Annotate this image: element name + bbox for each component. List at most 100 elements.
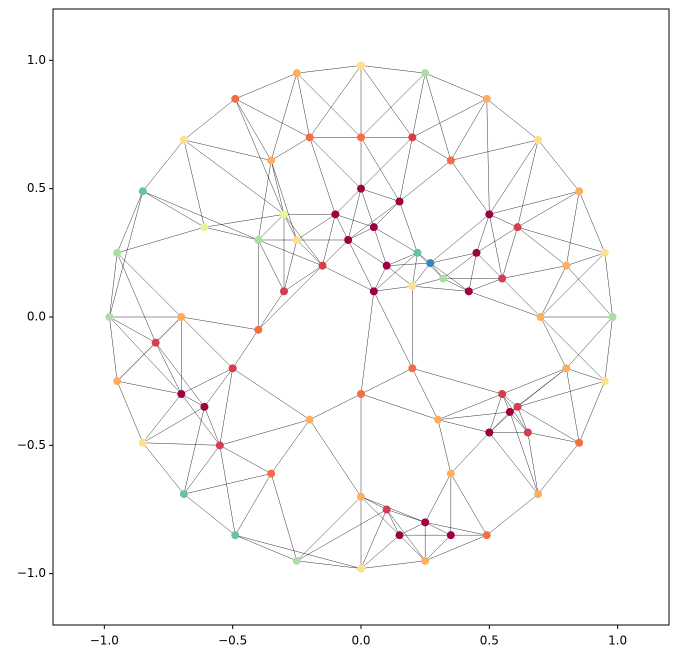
x-tick-label: 1.0 [608, 634, 627, 648]
point [357, 564, 365, 573]
mesh-edge [219, 445, 236, 536]
mesh-edge [360, 188, 375, 228]
mesh-edge [476, 226, 518, 254]
mesh-edge [181, 393, 220, 446]
mesh-edge [296, 560, 362, 569]
mesh-edge [412, 137, 451, 161]
point [434, 415, 442, 424]
mesh-edge [412, 73, 426, 138]
point [254, 236, 263, 244]
points [105, 61, 617, 573]
mesh-edge [117, 252, 182, 318]
mesh-edge [183, 493, 236, 536]
mesh-edge [566, 368, 605, 382]
point [357, 184, 365, 193]
mesh-edge [412, 368, 503, 395]
point [267, 469, 276, 478]
point [357, 390, 365, 398]
mesh-edge [348, 201, 400, 241]
mesh-edge [258, 265, 323, 330]
mesh-edge [219, 368, 233, 446]
y-tick-label: 0.5 [27, 181, 46, 195]
point [344, 236, 353, 244]
mesh-edge [270, 73, 298, 161]
mesh-edge [296, 214, 336, 241]
mesh-edge [540, 316, 567, 369]
mesh-edge [360, 535, 400, 569]
mesh-edge [360, 137, 413, 189]
mesh-edge [399, 522, 426, 536]
mesh-edge [360, 560, 426, 569]
mesh-edge [412, 368, 439, 420]
mesh-edge [386, 265, 413, 287]
mesh-edge [232, 368, 310, 420]
point [534, 135, 543, 144]
point [113, 377, 122, 386]
mesh-edge [183, 445, 220, 495]
mesh-edge [183, 473, 272, 495]
point [369, 287, 378, 296]
mesh-edge [486, 98, 539, 141]
mesh-edge [540, 252, 605, 318]
point [357, 61, 365, 70]
point [369, 223, 378, 232]
mesh-edge [270, 473, 298, 561]
mesh-edge [235, 534, 362, 569]
point [113, 248, 122, 257]
mesh-edge [566, 252, 605, 266]
mesh-edge [604, 252, 613, 318]
mesh-edge [258, 239, 323, 266]
mesh-edge [412, 286, 469, 292]
mesh-edge [116, 381, 144, 443]
mesh-edge [489, 411, 511, 433]
mesh-edge [425, 534, 487, 562]
mesh-edge [489, 393, 503, 433]
mesh-edge [335, 188, 362, 215]
point [426, 259, 435, 268]
mesh-edge [271, 137, 310, 161]
mesh-edge [486, 98, 490, 215]
mesh-edge [489, 139, 539, 215]
mesh-edge [183, 139, 272, 161]
point [446, 156, 455, 165]
mesh-edge [502, 278, 541, 318]
mesh-edge [142, 191, 205, 228]
mesh-edge [437, 419, 452, 474]
mesh-edge [430, 252, 477, 264]
mesh-edge [540, 316, 605, 382]
mesh-edge [373, 286, 413, 292]
mesh-edge [155, 316, 182, 343]
point [505, 407, 514, 416]
point [382, 505, 391, 514]
y-tick-label: 0.0 [27, 310, 46, 324]
point [228, 364, 237, 373]
mesh-edge [335, 214, 374, 228]
y-tick-label: 1.0 [27, 53, 46, 67]
mesh-edge [309, 419, 362, 497]
mesh-edge [412, 262, 431, 287]
point [464, 287, 473, 296]
mesh-edge [425, 522, 487, 536]
mesh-edge [502, 393, 528, 433]
mesh-edge [373, 265, 387, 292]
mesh [109, 65, 613, 569]
point [151, 338, 160, 347]
mesh-edge [360, 291, 375, 395]
point [421, 556, 430, 565]
mesh-edge [155, 342, 182, 395]
mesh-edge [476, 214, 490, 253]
mesh-edge [235, 534, 297, 562]
point [421, 518, 430, 527]
point [513, 402, 522, 411]
mesh-edge [348, 239, 387, 266]
point [439, 274, 448, 283]
mesh-edge [235, 473, 272, 536]
mesh-edge [527, 432, 539, 495]
mesh-edge [296, 73, 310, 138]
mesh-edge [424, 73, 452, 161]
mesh-edge [430, 214, 490, 264]
point [179, 490, 188, 499]
point [482, 531, 491, 540]
mesh-edge [309, 137, 362, 189]
